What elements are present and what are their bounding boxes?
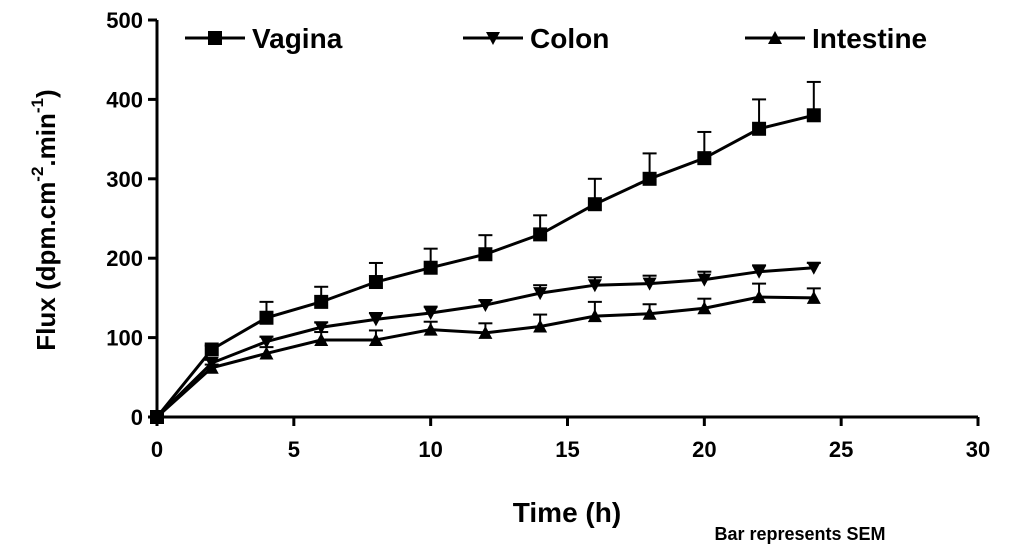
marker <box>697 273 712 287</box>
label-part: .min <box>31 113 61 166</box>
marker <box>150 410 164 423</box>
marker <box>478 325 493 339</box>
marker <box>368 332 383 346</box>
marker <box>806 108 821 123</box>
marker <box>752 265 767 279</box>
marker <box>314 332 329 346</box>
y-tick-label: 400 <box>106 87 143 112</box>
marker <box>423 306 438 320</box>
marker <box>806 261 821 275</box>
marker <box>478 247 493 262</box>
annotation: Bar represents SEM <box>714 524 885 544</box>
x-tick-label: 30 <box>966 437 990 462</box>
legend-label: Intestine <box>812 23 927 54</box>
x-tick-label: 25 <box>829 437 853 462</box>
y-tick-label: 0 <box>131 405 143 430</box>
marker <box>533 227 548 242</box>
x-tick-label: 0 <box>151 437 163 462</box>
marker <box>314 321 329 335</box>
marker <box>423 322 438 336</box>
marker <box>587 309 602 323</box>
marker <box>204 342 219 357</box>
marker <box>752 290 767 304</box>
marker <box>806 290 821 304</box>
marker <box>697 301 712 315</box>
y-tick-label: 500 <box>106 8 143 33</box>
series-line <box>155 295 814 419</box>
marker <box>208 31 222 45</box>
marker <box>204 360 219 374</box>
superscript: -1 <box>28 98 47 113</box>
marker <box>587 197 602 212</box>
legend-label: Vagina <box>252 23 343 54</box>
superscript: -2 <box>28 167 47 182</box>
label-part: Flux (dpm.cm <box>31 182 61 351</box>
marker <box>314 294 329 309</box>
marker <box>533 319 548 333</box>
x-tick-label: 20 <box>692 437 716 462</box>
legend-label: Colon <box>530 23 609 54</box>
marker <box>423 260 438 275</box>
marker <box>752 121 767 136</box>
marker <box>486 32 500 45</box>
marker <box>587 279 602 293</box>
marker <box>259 346 274 360</box>
series-line <box>155 113 815 418</box>
x-tick-label: 10 <box>418 437 442 462</box>
marker <box>642 277 657 291</box>
marker <box>533 287 548 301</box>
marker <box>259 310 274 325</box>
marker <box>697 151 712 166</box>
series-line <box>155 266 814 419</box>
marker <box>642 306 657 320</box>
marker <box>642 171 657 186</box>
y-tick-label: 200 <box>106 246 143 271</box>
marker <box>478 299 493 313</box>
y-axis-title: Flux (dpm.cm-2.min-1) <box>28 89 61 350</box>
marker <box>768 31 782 44</box>
marker <box>368 313 383 327</box>
marker <box>368 275 383 290</box>
y-tick-label: 300 <box>106 167 143 192</box>
label-part: ) <box>31 89 61 98</box>
x-tick-label: 15 <box>555 437 579 462</box>
x-tick-label: 5 <box>288 437 300 462</box>
x-axis-title: Time (h) <box>513 497 621 528</box>
marker <box>259 335 274 349</box>
y-tick-label: 100 <box>106 326 143 351</box>
